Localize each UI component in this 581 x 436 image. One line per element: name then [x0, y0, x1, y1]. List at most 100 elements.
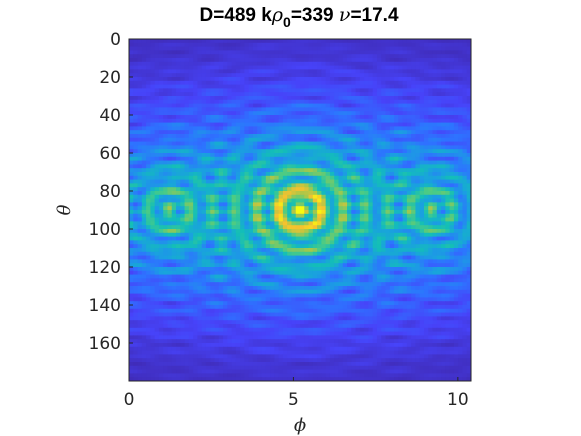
heatmap-cell	[398, 99, 404, 105]
heatmap-cell	[300, 202, 305, 207]
heatmap-cell	[274, 240, 280, 245]
heatmap-cell	[406, 118, 412, 124]
heatmap-cell	[355, 175, 361, 181]
heatmap-cell	[205, 107, 211, 112]
heatmap-cell	[154, 183, 160, 188]
heatmap-cell	[210, 92, 216, 97]
heatmap-cell	[432, 191, 438, 196]
heatmap-cell	[415, 153, 421, 158]
heatmap-cell	[184, 69, 190, 74]
heatmap-cell	[282, 187, 288, 192]
heatmap-cell	[248, 156, 254, 162]
heatmap-cell	[193, 58, 198, 63]
heatmap-cell	[445, 50, 451, 55]
heatmap-cell	[462, 229, 468, 234]
heatmap-cell	[445, 149, 451, 154]
heatmap-cell	[274, 118, 280, 124]
heatmap-cell	[240, 175, 245, 181]
heatmap-cell	[372, 191, 378, 196]
heatmap-cell	[308, 54, 314, 59]
heatmap-cell	[415, 115, 421, 120]
heatmap-cell	[347, 118, 352, 124]
heatmap-cell	[129, 164, 134, 169]
heatmap-cell	[287, 145, 292, 150]
heatmap-cell	[291, 263, 297, 268]
heatmap-cell	[282, 134, 288, 139]
heatmap-cell	[129, 270, 134, 276]
heatmap-cell	[415, 251, 421, 257]
heatmap-cell	[141, 263, 147, 268]
heatmap-cell	[466, 267, 472, 272]
heatmap-cell	[244, 80, 250, 86]
heatmap-cell	[252, 118, 258, 124]
heatmap-cell	[154, 42, 160, 48]
heatmap-cell	[197, 153, 203, 158]
heatmap-cell	[308, 202, 314, 207]
heatmap-cell	[210, 172, 216, 177]
heatmap-cell	[432, 183, 438, 188]
heatmap-cell	[201, 111, 207, 116]
heatmap-cell	[257, 202, 263, 207]
heatmap-cell	[325, 111, 331, 116]
heatmap-cell	[359, 80, 365, 86]
heatmap-cell	[376, 187, 382, 192]
heatmap-cell	[291, 80, 297, 86]
heatmap-cell	[389, 259, 395, 264]
heatmap-cell	[137, 217, 143, 222]
heatmap-cell	[394, 137, 399, 143]
heatmap-cell	[372, 39, 378, 44]
heatmap-cell	[355, 217, 361, 222]
heatmap-cell	[300, 267, 305, 272]
heatmap-cell	[282, 229, 288, 234]
heatmap-cell	[368, 61, 374, 67]
heatmap-cell	[167, 270, 173, 276]
heatmap-cell	[171, 221, 177, 226]
heatmap-cell	[308, 255, 314, 260]
heatmap-cell	[423, 80, 429, 86]
heatmap-cell	[342, 103, 348, 108]
heatmap-cell	[252, 111, 258, 116]
heatmap-cell	[359, 232, 365, 238]
heatmap-cell	[146, 259, 151, 264]
heatmap-cell	[458, 141, 463, 146]
heatmap-cell	[240, 255, 245, 260]
heatmap-cell	[376, 107, 382, 112]
heatmap-cell	[248, 103, 254, 108]
heatmap-cell	[193, 225, 198, 230]
heatmap-cell	[227, 153, 233, 158]
heatmap-cell	[389, 183, 395, 188]
heatmap-cell	[466, 69, 472, 74]
heatmap-cell	[244, 232, 250, 238]
heatmap-cell	[449, 126, 455, 131]
heatmap-cell	[261, 255, 267, 260]
heatmap-cell	[351, 153, 357, 158]
heatmap-cell	[445, 164, 451, 169]
heatmap-cell	[381, 88, 387, 93]
heatmap-cell	[449, 77, 455, 82]
heatmap-cell	[338, 77, 344, 82]
heatmap-cell	[402, 115, 408, 120]
heatmap-cell	[334, 46, 339, 51]
heatmap-cell	[214, 198, 220, 203]
heatmap-cell	[231, 80, 237, 86]
heatmap-cell	[184, 236, 190, 241]
heatmap-cell	[210, 42, 216, 48]
heatmap-cell	[428, 73, 434, 78]
heatmap-cell	[141, 259, 147, 264]
heatmap-cell	[171, 61, 177, 67]
heatmap-cell	[436, 42, 442, 48]
heatmap-cell	[218, 73, 224, 78]
heatmap-cell	[338, 251, 344, 257]
heatmap-cell	[133, 206, 139, 211]
heatmap-cell	[197, 122, 203, 127]
heatmap-cell	[188, 73, 194, 78]
heatmap-cell	[133, 255, 139, 260]
heatmap-cell	[385, 263, 391, 268]
heatmap-cell	[291, 213, 297, 219]
heatmap-cell	[154, 274, 160, 279]
heatmap-cell	[385, 54, 391, 59]
heatmap-cell	[214, 232, 220, 238]
heatmap-cell	[385, 145, 391, 150]
heatmap-cell	[240, 80, 245, 86]
heatmap-cell	[381, 194, 387, 200]
